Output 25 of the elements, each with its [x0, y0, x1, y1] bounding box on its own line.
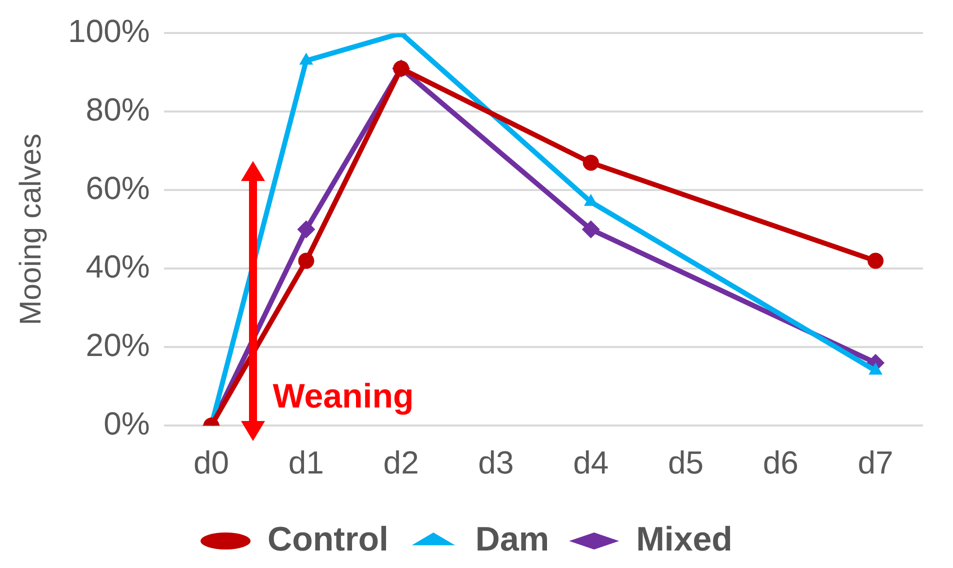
x-tick-label: d4 [573, 444, 609, 481]
x-tick-label: d3 [478, 444, 514, 481]
point [582, 220, 600, 238]
legend-label: Control [268, 520, 388, 558]
legend-label: Dam [475, 520, 550, 558]
point [297, 220, 316, 238]
point [582, 154, 599, 171]
x-tick-label: d6 [762, 444, 798, 481]
y-tick-label: 100% [68, 13, 150, 50]
point [868, 362, 882, 375]
x-tick-label: d0 [193, 444, 230, 481]
x-tick-label: d2 [383, 444, 419, 481]
y-tick-label: 40% [86, 248, 150, 284]
y-tick-label: 0% [104, 405, 150, 442]
y-tick-label: 60% [86, 170, 150, 206]
x-tick-label: d7 [858, 444, 894, 481]
point [298, 252, 314, 269]
y-axis-title: Mooing calves [14, 134, 48, 326]
legend-label: Mixed [636, 520, 732, 558]
x-tick-label: d1 [288, 444, 324, 481]
annotation: Weaning [272, 378, 414, 416]
x-tick-label: d5 [668, 444, 704, 481]
y-tick-label: 80% [86, 92, 150, 128]
point [868, 252, 884, 269]
y-tick-label: 20% [86, 326, 150, 363]
